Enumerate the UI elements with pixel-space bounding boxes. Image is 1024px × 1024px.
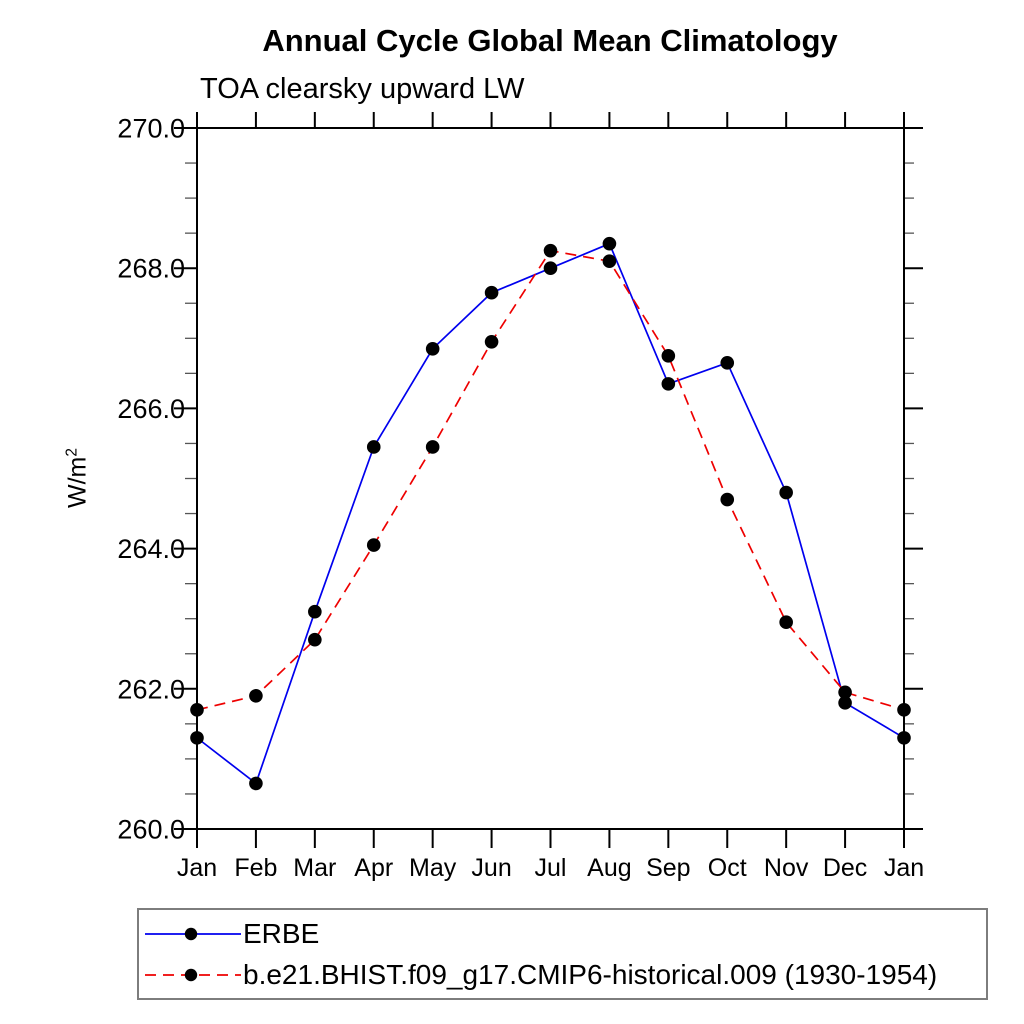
x-axis-tick-label: Apr: [354, 854, 393, 882]
x-axis-tick-label: May: [409, 854, 457, 882]
data-point-marker: [366, 440, 381, 454]
y-axis-label: W/m2: [63, 448, 92, 508]
data-point-marker: [425, 440, 440, 454]
data-point-marker: [897, 703, 911, 717]
data-point-marker: [543, 261, 558, 276]
x-axis-tick-label: Jul: [535, 854, 567, 882]
data-point-marker: [661, 349, 676, 363]
y-axis-label-text: W/m: [63, 456, 92, 508]
legend-swatch-marker: [184, 927, 198, 940]
legend-label-model: b.e21.BHIST.f09_g17.CMIP6-historical.009…: [243, 958, 938, 990]
x-axis-tick-label: Dec: [823, 854, 867, 882]
data-point-marker: [190, 703, 204, 717]
data-point-marker: [249, 689, 263, 703]
legend-item-model: b.e21.BHIST.f09_g17.CMIP6-historical.009…: [143, 954, 986, 995]
data-point-marker: [543, 243, 558, 258]
y-axis-tick-label: 262.0: [117, 674, 185, 704]
data-point-marker: [366, 538, 381, 552]
legend: ERBE b.e21.BHIST.f09_g17.CMIP6-historica…: [137, 908, 988, 1000]
x-axis-tick-label: Jun: [471, 854, 511, 882]
x-axis-tick-label: Aug: [587, 854, 631, 882]
data-point-marker: [720, 492, 735, 507]
series-line-model: [196, 249, 905, 711]
legend-label-erbe: ERBE: [243, 917, 320, 949]
legend-line-sample-model: [145, 968, 241, 981]
y-axis-tick-label: 260.0: [117, 814, 185, 844]
data-point-marker: [484, 285, 499, 300]
chart-title: Annual Cycle Global Mean Climatology: [262, 23, 838, 58]
x-axis-tick-label: Sep: [646, 854, 690, 882]
x-axis-tick-label: Feb: [234, 854, 277, 882]
chart-subtitle: TOA clearsky upward LW: [200, 73, 525, 105]
x-axis-tick-label: Nov: [764, 854, 809, 882]
y-axis-tick-label: 266.0: [117, 394, 185, 424]
data-point-marker: [838, 696, 852, 710]
plot-frame: [196, 127, 905, 830]
legend-item-erbe: ERBE: [143, 913, 986, 954]
y-axis-tick-label: 270.0: [117, 113, 185, 143]
data-point-marker: [308, 604, 322, 619]
x-axis-tick-label: Jan: [884, 854, 924, 882]
data-point-marker: [190, 731, 204, 745]
data-point-marker: [602, 236, 617, 251]
y-axis-tick-label: 264.0: [117, 534, 185, 564]
y-axis-label-exponent: 2: [63, 448, 81, 457]
data-point-marker: [779, 615, 793, 630]
y-axis-tick-label: 268.0: [117, 254, 185, 284]
series-line-erbe: [196, 242, 905, 785]
data-point-marker: [308, 632, 322, 647]
data-point-marker: [249, 776, 263, 791]
data-point-marker: [661, 377, 676, 391]
data-point-marker: [897, 731, 911, 745]
x-axis-tick-label: Mar: [293, 854, 336, 882]
legend-swatch-marker: [184, 968, 198, 981]
data-point-marker: [425, 342, 440, 356]
data-point-marker: [602, 254, 617, 268]
x-axis-tick-label: Jan: [177, 854, 217, 882]
legend-line-sample-erbe: [145, 927, 241, 940]
data-point-marker: [484, 335, 499, 349]
data-point-marker: [779, 485, 793, 500]
data-point-marker: [838, 685, 852, 700]
x-axis-tick-label: Oct: [708, 854, 747, 882]
data-point-marker: [720, 356, 735, 370]
